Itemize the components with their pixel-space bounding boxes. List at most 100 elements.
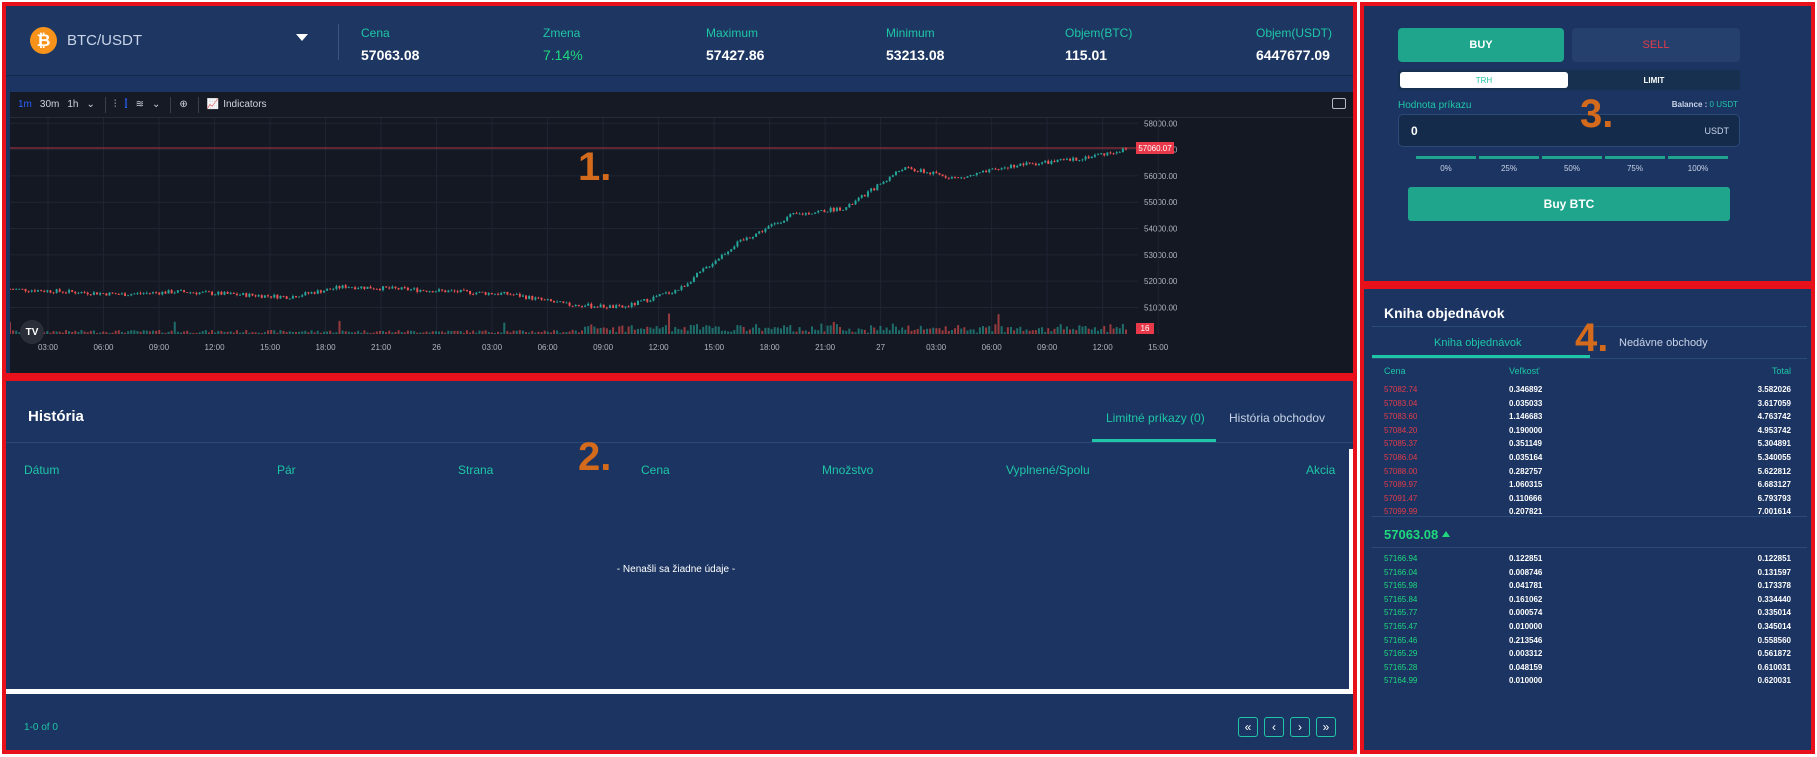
candle-body — [916, 171, 919, 172]
volume-bar — [111, 332, 114, 334]
last-page-button[interactable]: » — [1316, 717, 1336, 737]
ask-total: 4.763742 — [1757, 412, 1791, 422]
pair-selector[interactable]: ₿ BTC/USDT — [30, 27, 142, 54]
horizontal-scrollbar[interactable] — [6, 689, 1353, 694]
volume-bar — [571, 329, 574, 334]
percent-label[interactable]: 0% — [1440, 164, 1452, 173]
bid-row[interactable]: 57165.77 0.000574 0.335014 — [1364, 608, 1811, 621]
percent-label[interactable]: 100% — [1687, 164, 1709, 173]
percent-75-bar[interactable] — [1605, 156, 1665, 159]
candle-body — [1100, 153, 1103, 155]
tab-limit-orders[interactable]: Limitné príkazy (0) — [1106, 411, 1205, 425]
tab-trade-history[interactable]: História obchodov — [1229, 411, 1326, 425]
candle-body — [484, 292, 487, 295]
candle-body — [410, 289, 413, 291]
volume-bar — [161, 332, 164, 334]
bitcoin-icon: ₿ — [30, 27, 57, 54]
chevron-down-icon[interactable]: ⌄ — [86, 99, 95, 110]
ask-row[interactable]: 57082.74 0.346892 3.582026 — [1364, 385, 1811, 398]
tab-market[interactable]: TRH — [1400, 72, 1568, 88]
volume-bar — [74, 330, 77, 334]
prev-page-button[interactable]: ‹ — [1264, 717, 1284, 737]
bid-row[interactable]: 57165.84 0.161062 0.334440 — [1364, 595, 1811, 608]
ask-row[interactable]: 57083.04 0.035033 3.617059 — [1364, 399, 1811, 412]
percent-0-bar[interactable] — [1416, 156, 1476, 159]
candle-body — [873, 188, 876, 191]
bid-row[interactable]: 57164.99 0.010000 0.620031 — [1364, 676, 1811, 689]
candle-body — [839, 207, 842, 211]
bid-row[interactable]: 57165.98 0.041781 0.173378 — [1364, 581, 1811, 594]
candle-body — [257, 295, 260, 297]
chevron-down-icon[interactable] — [296, 34, 308, 41]
candle-body — [378, 288, 381, 291]
camera-icon[interactable] — [1332, 98, 1346, 109]
tab-limit[interactable]: LIMIT — [1643, 75, 1665, 85]
add-compare-icon[interactable]: ⊕ — [179, 99, 188, 110]
volume-bar — [612, 327, 615, 334]
bid-row[interactable]: 57166.04 0.008746 0.131597 — [1364, 568, 1811, 581]
volume-bar — [515, 330, 518, 334]
percent-100-bar[interactable] — [1668, 156, 1728, 159]
volume-bar — [935, 328, 938, 334]
interval-1m[interactable]: 1m — [18, 99, 32, 110]
scrollbar[interactable] — [1349, 449, 1353, 689]
volume-bar — [493, 332, 496, 334]
next-page-button[interactable]: › — [1290, 717, 1310, 737]
buy-btc-button[interactable]: Buy BTC — [1408, 187, 1730, 221]
tab-recent-trades[interactable]: Nedávne obchody — [1619, 337, 1708, 349]
area-style-icon[interactable]: ≋ — [135, 99, 144, 110]
percent-25-bar[interactable] — [1479, 156, 1539, 159]
ask-row[interactable]: 57083.60 1.146683 4.763742 — [1364, 412, 1811, 425]
time-axis-label: 27 — [876, 343, 885, 352]
price-chart[interactable]: 1m 30m 1h ⌄ ⫶ ⫿ ≋ ⌄ ⊕ 📈 Indicators 58000… — [10, 92, 1354, 374]
percent-label[interactable]: 50% — [1563, 164, 1580, 173]
chevron-down-icon[interactable]: ⌄ — [151, 99, 161, 110]
tradingview-logo[interactable]: TV — [20, 320, 44, 344]
amount-input[interactable]: 0 USDT — [1398, 114, 1740, 147]
volume-bar — [64, 330, 67, 334]
divider — [104, 96, 106, 113]
candle-body — [891, 175, 894, 177]
ask-price: 57083.60 — [1384, 412, 1418, 422]
ask-row[interactable]: 57091.47 0.110666 6.793793 — [1364, 494, 1811, 507]
candle-body — [186, 292, 189, 293]
volume-bar — [839, 327, 842, 334]
bid-row[interactable]: 57165.47 0.010000 0.345014 — [1364, 622, 1811, 635]
bid-row[interactable]: 57165.28 0.048159 0.610031 — [1364, 663, 1811, 676]
ask-row[interactable]: 57084.20 0.190000 4.953742 — [1364, 426, 1811, 439]
buy-tab[interactable]: BUY — [1398, 28, 1564, 62]
volume-bar — [332, 332, 335, 334]
ask-row[interactable]: 57086.04 0.035164 5.340055 — [1364, 453, 1811, 466]
candle-body — [994, 168, 997, 170]
candles-icon[interactable]: ⫿ — [124, 99, 128, 110]
first-page-button[interactable]: « — [1238, 717, 1258, 737]
candle-body — [357, 288, 360, 289]
bid-row[interactable]: 57166.94 0.122851 0.122851 — [1364, 554, 1811, 567]
candle-body — [512, 294, 515, 296]
volume-bar — [717, 326, 720, 334]
chart-canvas[interactable]: 58000.0057000.0056000.0055000.0054000.00… — [10, 118, 1354, 374]
indicators-icon[interactable]: 📈 — [206, 99, 220, 110]
candle-body — [1106, 152, 1109, 156]
percent-label[interactable]: 25% — [1500, 164, 1517, 173]
bid-row[interactable]: 57165.46 0.213546 0.558560 — [1364, 636, 1811, 649]
volume-bar — [950, 330, 953, 334]
candle-body — [64, 292, 67, 294]
interval-1h[interactable]: 1h — [67, 99, 79, 110]
bar-style-icon[interactable]: ⫶ — [113, 99, 117, 110]
ask-row[interactable]: 57088.00 0.282757 5.622812 — [1364, 467, 1811, 480]
indicators-button[interactable]: Indicators — [223, 99, 267, 110]
percent-label[interactable]: 75% — [1626, 164, 1643, 173]
ask-row[interactable]: 57085.37 0.351149 5.304891 — [1364, 439, 1811, 452]
ask-row[interactable]: 57099.99 0.207821 7.001614 — [1364, 507, 1811, 520]
volume-bar — [985, 327, 988, 334]
bid-row[interactable]: 57165.29 0.003312 0.561872 — [1364, 649, 1811, 662]
percent-50-bar[interactable] — [1542, 156, 1602, 159]
tab-order-book[interactable]: Kniha objednávok — [1434, 337, 1522, 349]
interval-30m[interactable]: 30m — [39, 99, 60, 110]
ask-row[interactable]: 57089.97 1.060315 6.683127 — [1364, 480, 1811, 493]
volume-bar — [1125, 329, 1127, 334]
sell-tab[interactable]: SELL — [1572, 28, 1740, 62]
volume-bar — [211, 330, 214, 334]
volume-bar — [1081, 326, 1084, 334]
